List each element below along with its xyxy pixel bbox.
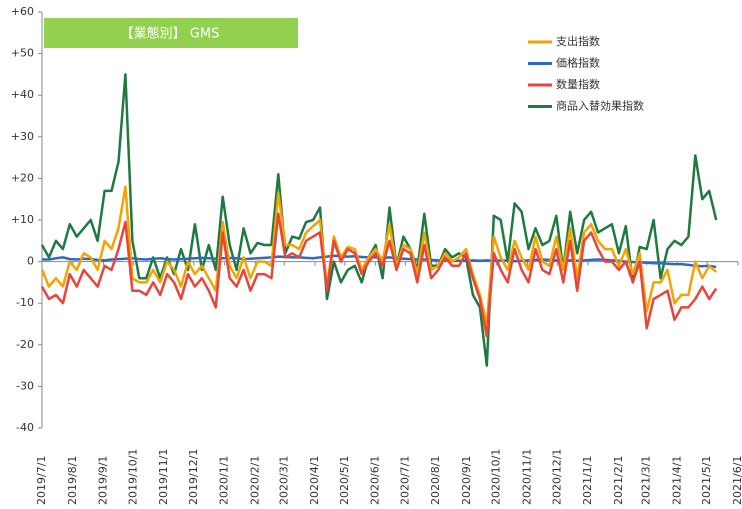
x-tick-label: 2021/3/1 [640, 456, 653, 505]
y-tick-label: 0 [27, 255, 34, 268]
title-box [44, 18, 298, 48]
x-tick-label: 2020/9/1 [460, 456, 473, 505]
x-tick-label: 2020/2/1 [248, 456, 261, 505]
x-tick-label: 2020/4/1 [308, 456, 321, 505]
legend-label: 商品入替効果指数 [556, 99, 644, 113]
legend-label: 支出指数 [556, 34, 600, 48]
series-line [40, 73, 718, 367]
x-tick-label: 2021/4/1 [670, 456, 683, 505]
y-tick-label: +50 [11, 47, 34, 60]
legend-label: 価格指数 [556, 56, 600, 70]
x-tick-label: 2019/9/1 [97, 456, 110, 505]
y-tick-label: -30 [16, 379, 34, 392]
x-tick-label: 2021/6/1 [731, 456, 742, 505]
y-tick-label: +10 [11, 213, 34, 226]
series-line [40, 185, 718, 326]
x-tick-label: 2020/12/1 [550, 449, 563, 505]
y-tick-label: -20 [16, 338, 34, 351]
x-tick-label: 2019/10/1 [126, 449, 139, 505]
y-tick-label: +60 [11, 5, 34, 18]
x-tick-label: 2020/7/1 [398, 456, 411, 505]
y-tick-label: +40 [11, 88, 34, 101]
x-tick-label: 2020/8/1 [429, 456, 442, 505]
x-tick-label: 2021/5/1 [700, 456, 713, 505]
chart-title: 【業態別】 GMS [121, 26, 220, 42]
x-tick-label: 2019/7/1 [35, 456, 48, 505]
x-tick-label: 2019/12/1 [187, 449, 200, 505]
x-tick-label: 2020/10/1 [490, 449, 503, 505]
x-tick-label: 2019/8/1 [66, 456, 79, 505]
y-tick-label: +30 [11, 130, 34, 143]
y-tick-label: -10 [16, 296, 34, 309]
x-tick-label: 2021/2/1 [612, 456, 625, 505]
y-tick-label: -40 [16, 421, 34, 434]
x-tick-label: 2020/3/1 [277, 456, 290, 505]
x-tick-label: 2021/1/1 [581, 456, 594, 505]
series-line [40, 212, 718, 338]
x-tick-label: 2020/5/1 [338, 456, 351, 505]
x-tick-label: 2020/6/1 [369, 456, 382, 505]
legend-label: 数量指数 [556, 77, 600, 91]
x-tick-label: 2020/1/1 [218, 456, 231, 505]
y-tick-label: +20 [11, 171, 34, 184]
x-tick-label: 2020/11/1 [521, 449, 534, 505]
x-tick-label: 2019/11/1 [157, 449, 170, 505]
